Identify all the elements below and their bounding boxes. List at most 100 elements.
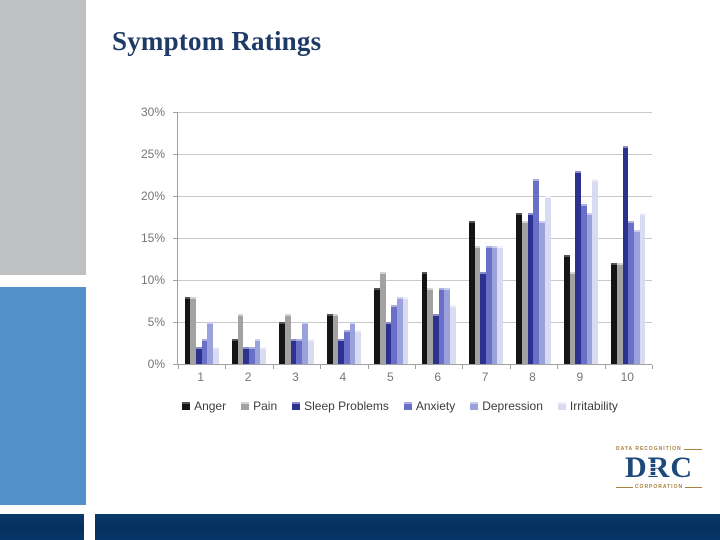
bar-depression-1	[207, 322, 214, 364]
bar-anxiety-7	[486, 246, 492, 364]
bar-depression-6	[444, 288, 451, 364]
bar-sleep-problems-8	[527, 212, 534, 364]
legend-label-depression: Depression	[482, 399, 543, 413]
bar-anger-4	[326, 313, 333, 364]
legend-marker-pain	[241, 402, 250, 410]
x-tick-5	[415, 365, 416, 369]
x-tick-2	[272, 365, 274, 369]
bar-group-8	[510, 112, 557, 364]
bar-anxiety-5	[391, 305, 397, 364]
gridline-15%	[178, 238, 652, 239]
drc-logo-top-row: DATA RECOGNITION	[616, 446, 702, 452]
bar-group-10	[605, 112, 652, 364]
y-axis-labels: 0% 5% 10% 15% 20% 25% 30%	[131, 105, 171, 371]
legend-item-sleep-problems: Sleep Problems	[292, 399, 389, 413]
gridline-25%	[178, 154, 652, 155]
bar-sleep-problems-10	[622, 145, 629, 364]
legend-item-irritability: Irritability	[557, 399, 618, 413]
bar-irritability-9	[592, 179, 598, 364]
x-tick-0	[178, 365, 179, 369]
x-tick-9	[604, 365, 606, 369]
decor-gray-rect	[0, 0, 86, 275]
legend-label-sleep-problems: Sleep Problems	[304, 399, 389, 413]
bar-anger-1	[184, 296, 191, 364]
bar-anger-8	[516, 212, 523, 364]
bar-anger-3	[279, 322, 286, 364]
x-axis-label-4: 4	[339, 370, 347, 384]
bar-sleep-problems-7	[480, 271, 487, 364]
y-tick-0%	[173, 364, 177, 365]
bar-sleep-problems-2	[243, 347, 250, 364]
drc-logo-letters: DRC	[625, 451, 693, 484]
x-axis-label-3: 3	[292, 370, 299, 384]
y-tick-20%	[173, 196, 177, 197]
y-tick-5%	[173, 322, 177, 323]
bar-depression-4	[349, 322, 356, 364]
bar-anxiety-4	[343, 330, 350, 364]
x-axis-label-7: 7	[481, 370, 489, 384]
bar-group-2	[225, 112, 272, 364]
bar-pain-4	[332, 313, 339, 364]
y-tick-25%	[173, 154, 177, 155]
drc-logo-top-text: DATA RECOGNITION	[616, 446, 682, 452]
bar-irritability-8	[544, 196, 551, 364]
drc-logo: DATA RECOGNITION DRC CORPORATION	[616, 446, 703, 490]
gridline-5%	[178, 322, 652, 323]
legend-label-pain: Pain	[253, 399, 278, 413]
bar-sleep-problems-1	[196, 347, 202, 364]
bar-pain-5	[379, 271, 386, 364]
legend-marker-depression	[470, 402, 479, 410]
y-tick-10%	[173, 280, 177, 281]
x-axis-label-8: 8	[529, 370, 536, 384]
bar-anger-2	[232, 338, 238, 364]
y-axis-label-10%: 10%	[140, 273, 165, 287]
bar-irritability-3	[307, 338, 314, 364]
x-tick-6	[462, 365, 464, 369]
legend-item-pain: Pain	[241, 399, 277, 413]
legend-marker-sleep-problems	[292, 402, 301, 410]
x-tick-8	[557, 365, 559, 369]
chart-plot-area	[173, 112, 653, 369]
bar-depression-10	[633, 229, 640, 364]
bar-sleep-problems-6	[433, 313, 439, 364]
bar-anxiety-2	[249, 347, 255, 364]
gridline-20%	[178, 196, 652, 197]
bar-anxiety-3	[296, 338, 303, 364]
bar-anger-9	[563, 254, 570, 364]
drc-logo-rule	[683, 448, 702, 450]
x-axis-label-2: 2	[244, 370, 252, 384]
bar-pain-9	[569, 271, 576, 364]
bar-anxiety-9	[580, 204, 587, 364]
legend-label-anxiety: Anxiety	[415, 399, 456, 413]
y-tick-30%	[173, 112, 177, 113]
drc-logo-bottom-text: CORPORATION	[634, 484, 684, 490]
legend-item-anger: Anger	[182, 399, 226, 413]
x-tick-10	[652, 365, 653, 369]
decor-bottom-bar-right	[95, 514, 720, 540]
legend-marker-irritability	[557, 402, 566, 410]
bar-depression-7	[491, 246, 498, 364]
symptom-ratings-bar-chart: 0% 5% 10% 15% 20% 25% 30% 1 2 3 4 5 6 7 8 9 10 Anger Pai…	[131, 105, 653, 416]
decor-bottom-bar-left	[0, 514, 84, 540]
bar-group-7	[462, 112, 509, 364]
legend-marker-anxiety	[403, 402, 412, 410]
x-axis-label-9: 9	[576, 370, 584, 384]
bar-irritability-5	[402, 296, 409, 364]
legend-item-depression: Depression	[470, 399, 543, 413]
bar-anger-7	[469, 221, 475, 364]
x-tick-4	[367, 365, 369, 369]
bar-anger-10	[611, 263, 617, 364]
drc-logo-rule	[616, 486, 633, 488]
bar-pain-3	[285, 313, 291, 364]
y-axis-label-0%: 0%	[147, 357, 165, 371]
y-axis-label-20%: 20%	[140, 189, 165, 203]
bar-group-4	[320, 112, 367, 364]
bar-pain-10	[616, 263, 623, 364]
drc-logo-rule	[685, 486, 703, 488]
chart-legend: Anger Pain Sleep Problems Anxiety Depression…	[150, 396, 650, 416]
x-axis-label-5: 5	[386, 370, 394, 384]
bar-anger-6	[421, 271, 428, 364]
legend-marker-anger	[182, 402, 191, 410]
slide-title: Symptom Ratings	[112, 26, 322, 56]
